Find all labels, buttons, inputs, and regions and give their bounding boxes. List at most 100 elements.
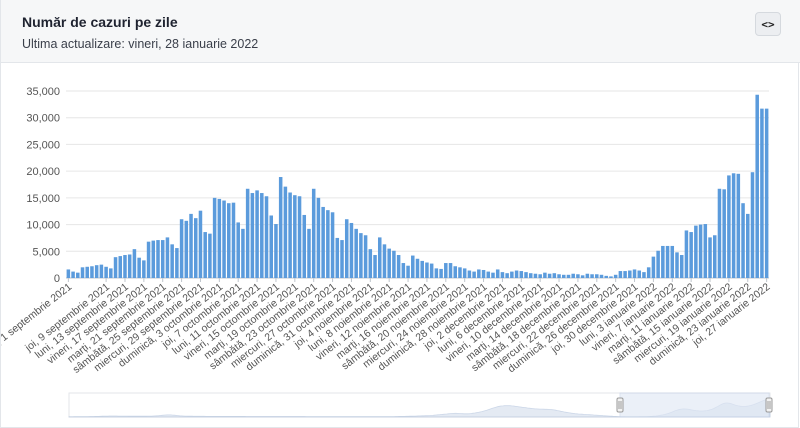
data-bar[interactable]	[151, 240, 156, 278]
data-bar[interactable]	[85, 266, 89, 278]
data-bar[interactable]	[651, 256, 656, 278]
data-bar[interactable]	[481, 269, 486, 278]
navigator-right-handle[interactable]	[765, 397, 773, 413]
data-bar[interactable]	[236, 222, 240, 278]
navigator-left-handle[interactable]	[616, 397, 624, 413]
data-bar[interactable]	[193, 218, 198, 278]
data-bar[interactable]	[241, 228, 245, 278]
data-bar[interactable]	[411, 255, 415, 278]
data-bar[interactable]	[137, 257, 141, 278]
data-bar[interactable]	[538, 274, 542, 278]
data-bar[interactable]	[307, 228, 311, 278]
data-bar[interactable]	[552, 273, 557, 278]
data-bar[interactable]	[505, 273, 509, 278]
data-bar[interactable]	[387, 248, 391, 278]
data-bar[interactable]	[712, 235, 717, 278]
data-bar[interactable]	[661, 245, 665, 278]
data-bar[interactable]	[359, 233, 363, 278]
data-bar[interactable]	[245, 188, 250, 278]
data-bar[interactable]	[123, 255, 127, 278]
data-bar[interactable]	[486, 271, 491, 278]
data-bar[interactable]	[90, 266, 94, 278]
data-bar[interactable]	[156, 240, 160, 278]
data-bar[interactable]	[104, 266, 108, 278]
data-bar[interactable]	[377, 237, 382, 278]
navigator-selection[interactable]	[619, 392, 770, 418]
data-bar[interactable]	[415, 258, 420, 278]
data-bar[interactable]	[500, 272, 505, 278]
data-bar[interactable]	[448, 263, 453, 278]
data-bar[interactable]	[368, 249, 373, 278]
data-bar[interactable]	[208, 233, 212, 278]
data-bar[interactable]	[311, 188, 316, 278]
data-bar[interactable]	[354, 228, 358, 278]
data-bar[interactable]	[717, 188, 722, 278]
data-bar[interactable]	[439, 268, 443, 278]
data-bar[interactable]	[434, 268, 439, 278]
data-bar[interactable]	[514, 270, 519, 278]
data-bar[interactable]	[458, 267, 462, 278]
data-bar[interactable]	[698, 224, 703, 278]
data-bar[interactable]	[184, 220, 189, 278]
data-bar[interactable]	[288, 192, 292, 278]
data-bar[interactable]	[566, 274, 571, 278]
data-bar[interactable]	[274, 224, 278, 278]
data-bar[interactable]	[736, 173, 741, 278]
data-bar[interactable]	[330, 212, 335, 278]
data-bar[interactable]	[165, 237, 170, 278]
data-bar[interactable]	[283, 186, 288, 278]
data-bar[interactable]	[632, 269, 637, 278]
data-bar[interactable]	[132, 249, 137, 278]
data-bar[interactable]	[708, 237, 712, 278]
data-bar[interactable]	[212, 197, 217, 278]
data-bar[interactable]	[646, 267, 651, 278]
data-bar[interactable]	[80, 267, 85, 278]
data-bar[interactable]	[467, 270, 472, 278]
data-bar[interactable]	[297, 196, 302, 278]
data-bar[interactable]	[689, 232, 693, 278]
data-bar[interactable]	[175, 248, 179, 278]
data-bar[interactable]	[316, 197, 321, 278]
data-bar[interactable]	[727, 175, 731, 278]
data-bar[interactable]	[340, 240, 344, 278]
data-bar[interactable]	[524, 272, 528, 278]
data-bar[interactable]	[146, 241, 151, 278]
data-bar[interactable]	[679, 255, 684, 278]
data-bar[interactable]	[227, 203, 231, 278]
data-bar[interactable]	[684, 230, 689, 278]
data-bar[interactable]	[113, 257, 118, 278]
cases-bar-chart[interactable]: 0 5,000 10,000 15,000 20,000 25,000 30,000 35,0…	[1, 63, 799, 428]
data-bar[interactable]	[519, 271, 524, 278]
data-bar[interactable]	[595, 274, 599, 278]
data-bar[interactable]	[71, 271, 75, 278]
data-bar[interactable]	[675, 252, 679, 278]
data-bar[interactable]	[127, 254, 132, 278]
data-bar[interactable]	[203, 232, 207, 278]
data-bar[interactable]	[599, 274, 604, 278]
data-bar[interactable]	[760, 108, 764, 278]
data-bar[interactable]	[217, 198, 222, 278]
data-bar[interactable]	[618, 271, 623, 278]
embed-code-button[interactable]: <>	[755, 12, 781, 36]
data-bar[interactable]	[142, 260, 146, 278]
data-bar[interactable]	[255, 190, 259, 278]
data-bar[interactable]	[477, 269, 481, 278]
data-bar[interactable]	[750, 172, 755, 278]
data-bar[interactable]	[722, 189, 726, 278]
data-bar[interactable]	[590, 274, 594, 278]
data-bar[interactable]	[326, 210, 330, 278]
data-bar[interactable]	[260, 193, 264, 278]
data-bar[interactable]	[109, 268, 113, 278]
data-bar[interactable]	[429, 263, 434, 278]
data-bar[interactable]	[66, 269, 71, 278]
data-bar[interactable]	[731, 173, 736, 278]
data-bar[interactable]	[533, 273, 538, 278]
data-bar[interactable]	[363, 235, 368, 278]
data-bar[interactable]	[656, 250, 660, 278]
data-bar[interactable]	[453, 266, 458, 278]
chart-navigator[interactable]	[68, 392, 773, 418]
data-bar[interactable]	[557, 274, 561, 278]
data-bar[interactable]	[170, 244, 174, 278]
data-bar[interactable]	[344, 219, 349, 278]
data-bar[interactable]	[420, 260, 424, 278]
